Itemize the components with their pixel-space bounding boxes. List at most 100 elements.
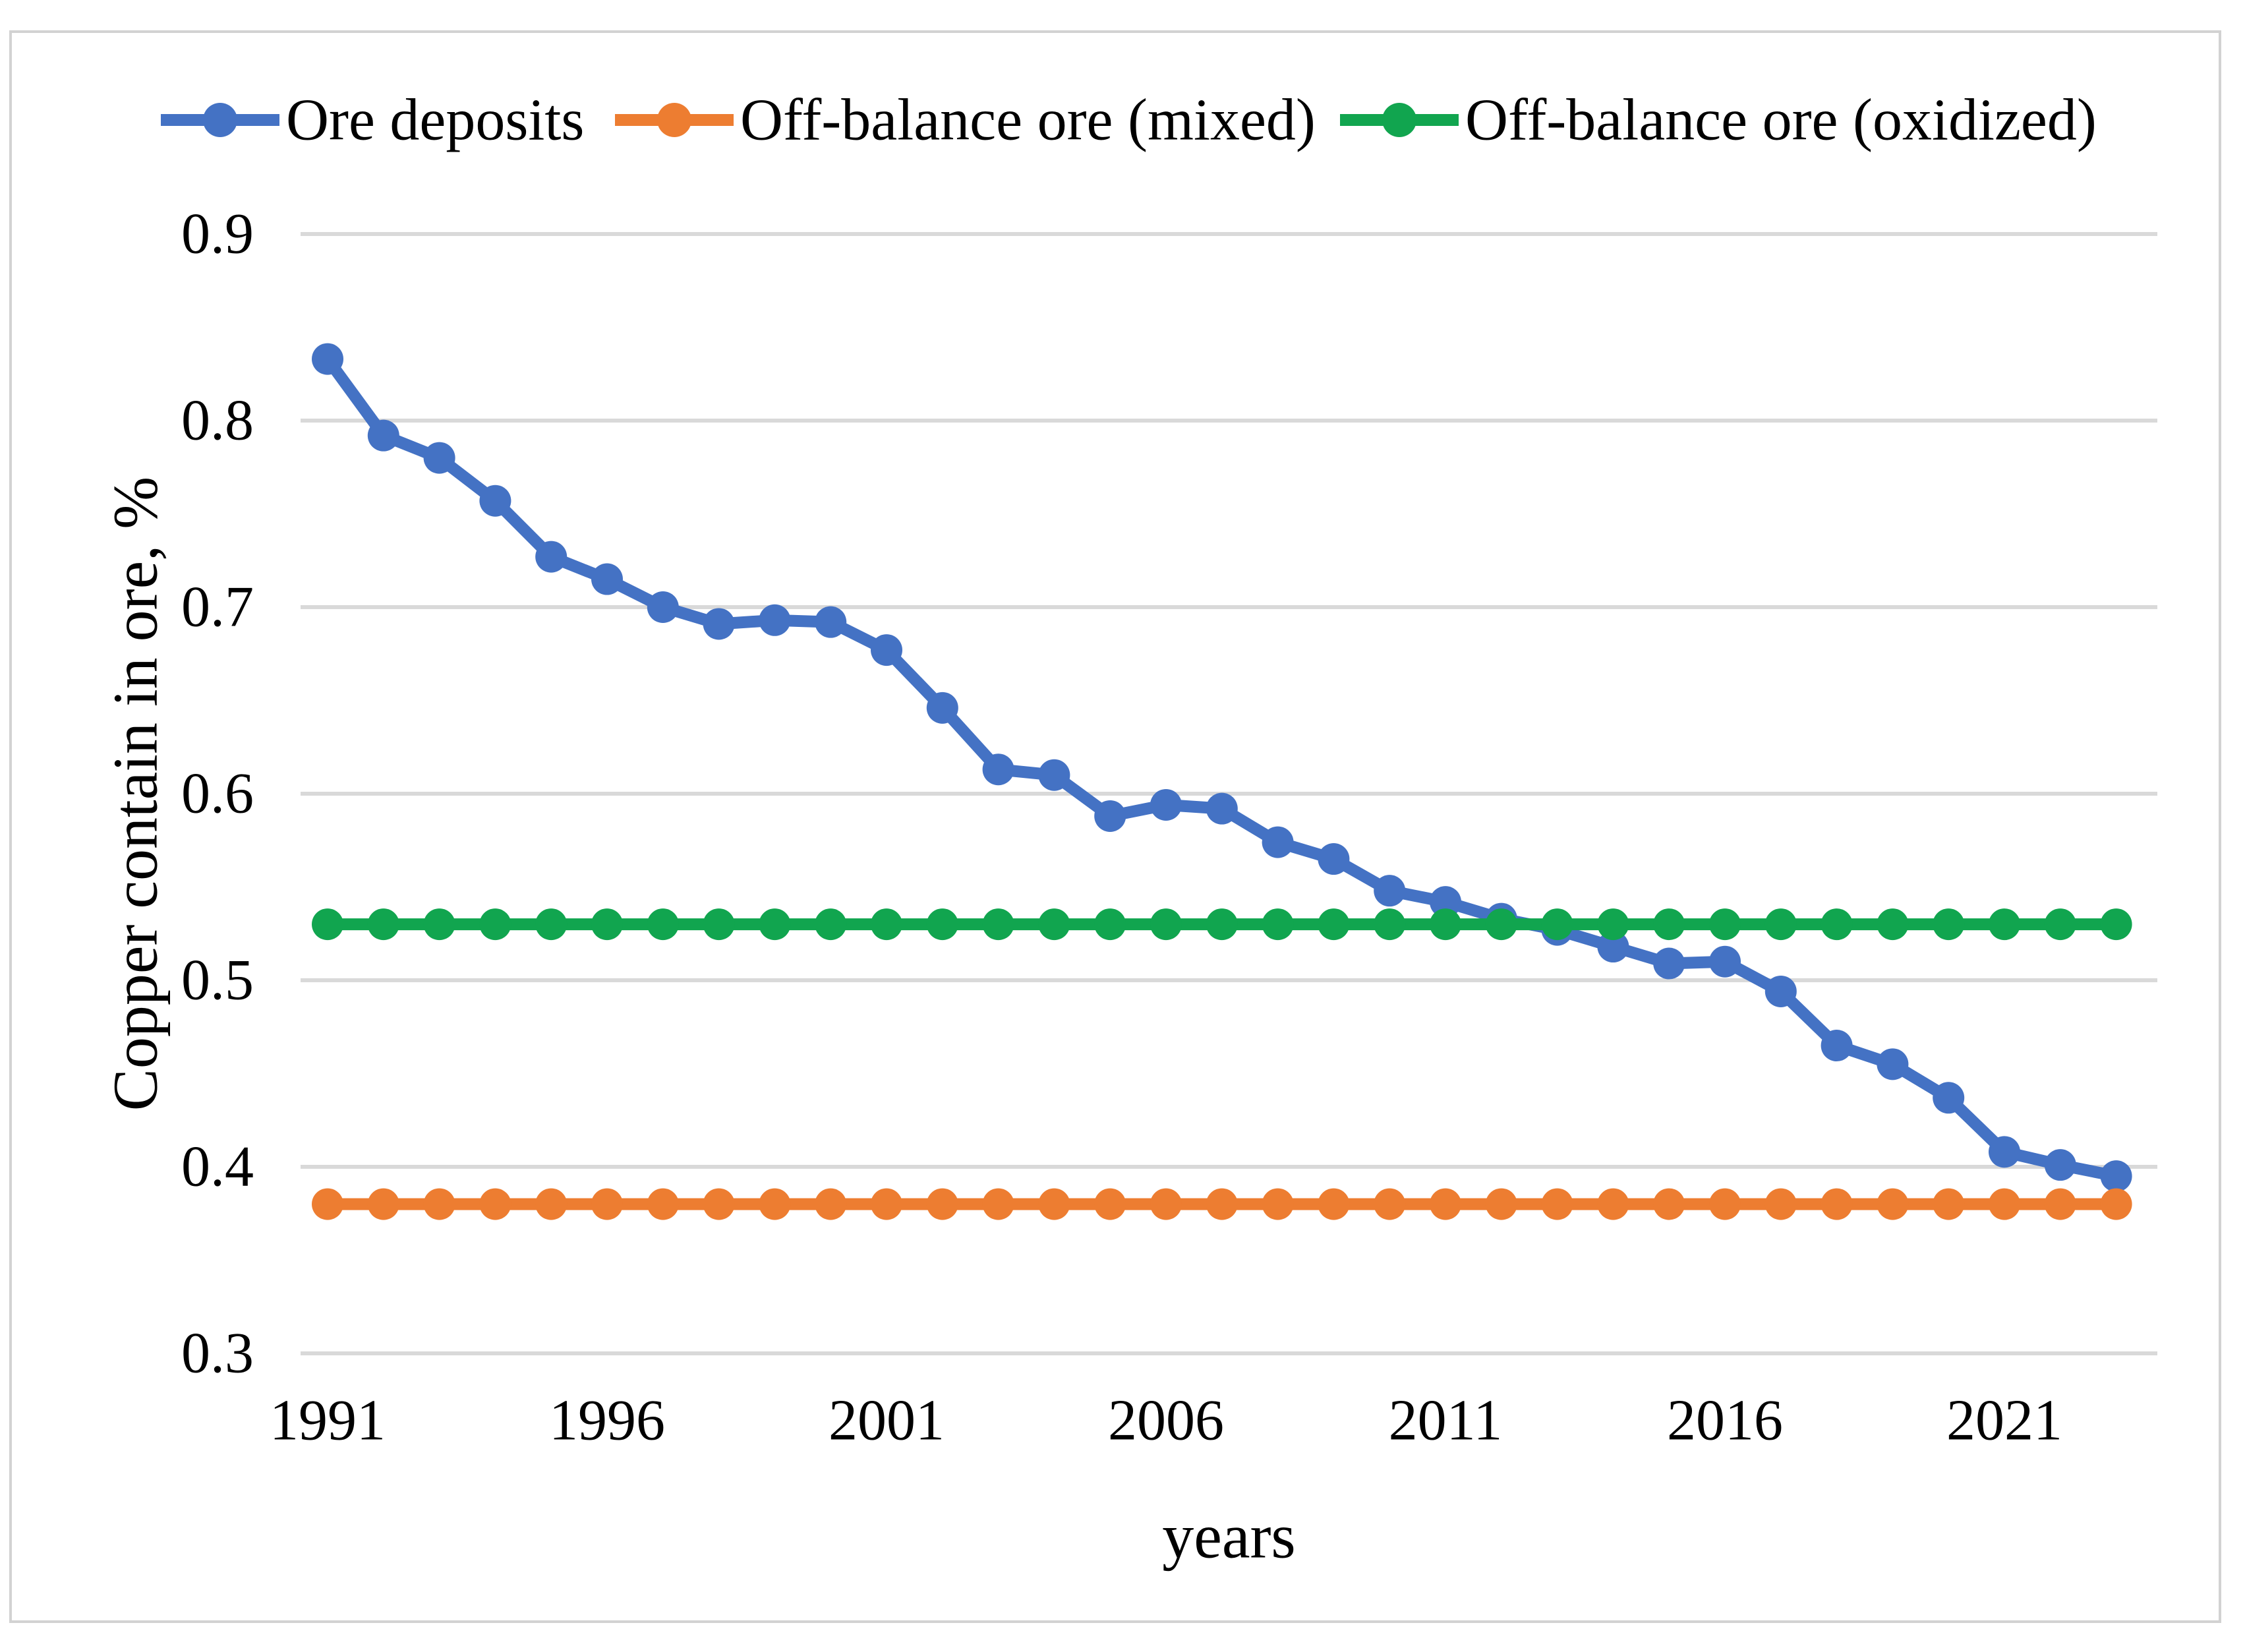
data-point-marker <box>1094 908 1126 941</box>
data-point-marker <box>1989 908 2020 941</box>
data-point-marker <box>1374 1188 1406 1220</box>
data-point-marker <box>1430 886 1461 918</box>
data-point-marker <box>1821 908 1853 941</box>
data-point-marker <box>1485 1188 1517 1220</box>
data-point-marker <box>1430 908 1461 941</box>
series-off-balance-ore-oxidized <box>312 908 2132 941</box>
data-point-marker <box>1318 1188 1350 1220</box>
data-point-marker <box>1430 1188 1461 1220</box>
data-point-marker <box>759 1188 791 1220</box>
data-point-marker <box>1038 908 1070 941</box>
data-point-marker <box>926 1188 958 1220</box>
data-point-marker <box>535 541 568 573</box>
data-point-marker <box>1933 1188 1965 1220</box>
data-point-marker <box>815 908 847 941</box>
legend-label: Off-balance ore (oxidized) <box>1465 88 2097 153</box>
data-point-marker <box>1989 1188 2020 1220</box>
data-point-marker <box>423 1188 455 1220</box>
data-point-marker <box>1094 800 1126 832</box>
data-point-marker <box>1597 908 1629 941</box>
data-point-marker <box>1262 1188 1294 1220</box>
data-point-marker <box>1206 908 1238 941</box>
data-point-marker <box>479 908 511 941</box>
data-point-marker <box>479 485 511 517</box>
legend: Ore deposits Off-balance ore (mixed) Off-b… <box>161 88 2097 153</box>
data-point-marker <box>2044 1149 2076 1181</box>
data-point-marker <box>1709 908 1741 941</box>
data-point-marker <box>312 1188 343 1220</box>
data-point-marker <box>367 1188 399 1220</box>
legend-label: Ore deposits <box>286 88 584 153</box>
data-point-marker <box>1541 1188 1573 1220</box>
data-point-marker <box>1821 1030 1853 1062</box>
x-tick-label: 2001 <box>829 1389 945 1453</box>
data-point-marker <box>2100 1160 2132 1193</box>
y-tick-label: 0.9 <box>181 202 254 266</box>
data-point-marker <box>926 692 958 724</box>
y-tick-label: 0.4 <box>181 1135 254 1199</box>
legend-label: Off-balance ore (mixed) <box>740 88 1316 153</box>
data-point-marker <box>871 634 902 666</box>
y-axis-tick-labels: 0.9 0.8 0.7 0.6 0.5 0.4 0.3 <box>181 202 254 1386</box>
data-point-marker <box>1821 1188 1853 1220</box>
legend-item-off-balance-ore-mixed: Off-balance ore (mixed) <box>615 88 1316 153</box>
data-point-marker <box>479 1188 511 1220</box>
data-point-marker <box>1038 1188 1070 1220</box>
y-tick-label: 0.5 <box>181 949 254 1013</box>
data-point-marker <box>1933 1082 1965 1114</box>
data-point-marker <box>1933 908 1965 941</box>
data-point-marker <box>2100 908 2132 941</box>
data-point-marker <box>759 604 791 636</box>
data-point-marker <box>1374 908 1406 941</box>
data-point-marker <box>1989 1136 2020 1168</box>
data-point-marker <box>1150 788 1182 821</box>
data-point-marker <box>1709 1188 1741 1220</box>
data-point-marker <box>703 1188 735 1220</box>
data-point-marker <box>1597 931 1629 963</box>
x-tick-label: 2016 <box>1667 1389 1783 1453</box>
data-point-marker <box>1877 1048 1909 1080</box>
data-point-marker <box>1318 843 1350 875</box>
data-point-marker <box>1653 908 1685 941</box>
legend-item-ore-deposits: Ore deposits <box>161 88 584 153</box>
x-tick-label: 1996 <box>549 1389 665 1453</box>
data-point-marker <box>1764 1188 1797 1220</box>
data-point-marker <box>1262 826 1294 858</box>
data-point-marker <box>1764 908 1797 941</box>
data-point-marker <box>1318 908 1350 941</box>
data-point-marker <box>1709 945 1741 978</box>
data-point-marker <box>367 908 399 941</box>
data-point-marker <box>871 908 902 941</box>
data-point-marker <box>1877 1188 1909 1220</box>
data-point-marker <box>647 908 679 941</box>
data-point-marker <box>703 608 735 640</box>
data-point-marker <box>926 908 958 941</box>
data-point-marker <box>1150 1188 1182 1220</box>
data-point-marker <box>1374 875 1406 907</box>
data-point-marker <box>1877 908 1909 941</box>
x-tick-label: 2006 <box>1108 1389 1224 1453</box>
y-tick-label: 0.8 <box>181 389 254 453</box>
data-point-marker <box>1150 908 1182 941</box>
y-axis-title: Copper contain in ore, % <box>100 477 171 1111</box>
data-point-marker <box>591 563 623 595</box>
data-point-marker <box>647 1188 679 1220</box>
data-point-marker <box>703 908 735 941</box>
data-point-marker <box>1038 759 1070 791</box>
legend-marker-icon <box>203 103 237 137</box>
data-point-marker <box>312 343 343 375</box>
data-point-marker <box>2044 1188 2076 1220</box>
data-point-marker <box>1206 1188 1238 1220</box>
x-tick-label: 2021 <box>1946 1389 2062 1453</box>
series-ore-deposits <box>312 343 2132 1193</box>
data-point-marker <box>1764 975 1797 1007</box>
data-point-marker <box>591 1188 623 1220</box>
y-tick-label: 0.3 <box>181 1322 254 1386</box>
data-point-marker <box>647 591 679 623</box>
data-point-marker <box>1541 908 1573 941</box>
data-point-marker <box>1094 1188 1126 1220</box>
data-point-marker <box>423 442 455 474</box>
data-point-marker <box>535 1188 568 1220</box>
